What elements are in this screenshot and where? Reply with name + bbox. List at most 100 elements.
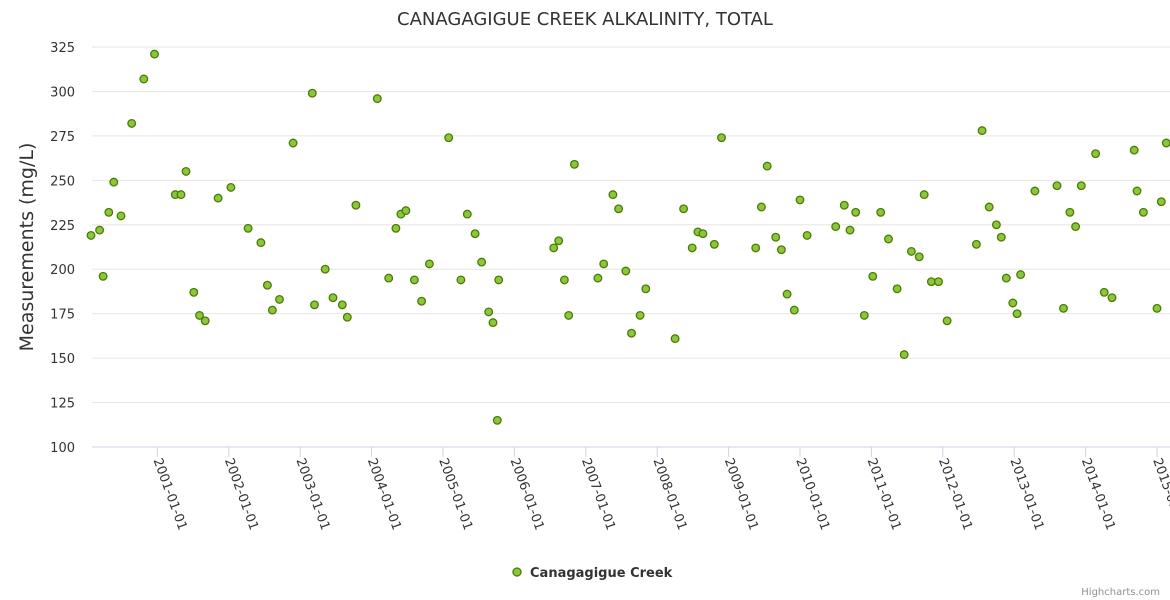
data-point[interactable] bbox=[424, 259, 434, 269]
data-point[interactable] bbox=[213, 193, 223, 203]
data-point[interactable] bbox=[771, 232, 781, 242]
data-point[interactable] bbox=[776, 245, 786, 255]
data-point[interactable] bbox=[307, 88, 317, 98]
data-point[interactable] bbox=[1076, 181, 1086, 191]
data-point[interactable] bbox=[593, 273, 603, 283]
data-point[interactable] bbox=[470, 229, 480, 239]
data-point[interactable] bbox=[310, 300, 319, 310]
data-point[interactable] bbox=[409, 275, 419, 285]
data-point[interactable] bbox=[444, 133, 454, 143]
data-point[interactable] bbox=[462, 209, 472, 219]
data-point[interactable] bbox=[401, 206, 411, 216]
data-point[interactable] bbox=[275, 294, 284, 304]
data-point[interactable] bbox=[859, 310, 869, 320]
data-point[interactable] bbox=[328, 293, 338, 303]
data-point[interactable] bbox=[608, 190, 618, 200]
data-point[interactable] bbox=[717, 133, 726, 143]
data-point[interactable] bbox=[845, 225, 855, 235]
data-point[interactable] bbox=[342, 312, 352, 322]
data-point[interactable] bbox=[635, 310, 645, 320]
data-point[interactable] bbox=[1107, 293, 1117, 303]
data-point[interactable] bbox=[919, 190, 929, 200]
data-point[interactable] bbox=[868, 271, 878, 281]
data-point[interactable] bbox=[569, 159, 579, 169]
data-point[interactable] bbox=[709, 239, 719, 249]
data-point[interactable] bbox=[762, 161, 772, 171]
data-point[interactable] bbox=[942, 316, 952, 326]
data-point[interactable] bbox=[851, 207, 861, 217]
data-point[interactable] bbox=[1059, 303, 1068, 313]
series-canagagigue-creek[interactable] bbox=[86, 49, 1170, 425]
data-point[interactable] bbox=[477, 257, 487, 267]
data-point[interactable] bbox=[181, 166, 191, 176]
data-point[interactable] bbox=[267, 305, 277, 315]
data-point[interactable] bbox=[831, 222, 841, 232]
data-point[interactable] bbox=[488, 318, 498, 328]
data-point[interactable] bbox=[971, 239, 981, 249]
data-point[interactable] bbox=[127, 118, 137, 128]
data-point[interactable] bbox=[1132, 186, 1142, 196]
data-point[interactable] bbox=[991, 220, 1001, 230]
data-point[interactable] bbox=[139, 74, 149, 84]
data-point[interactable] bbox=[914, 252, 924, 262]
data-point[interactable] bbox=[795, 195, 805, 205]
data-point[interactable] bbox=[977, 126, 987, 136]
data-point[interactable] bbox=[1012, 309, 1022, 319]
data-point[interactable] bbox=[934, 277, 943, 287]
data-point[interactable] bbox=[1065, 207, 1075, 217]
data-point[interactable] bbox=[899, 350, 909, 360]
data-point[interactable] bbox=[599, 259, 609, 269]
data-point[interactable] bbox=[1161, 138, 1170, 148]
data-point[interactable] bbox=[150, 49, 159, 59]
data-point[interactable] bbox=[189, 287, 199, 297]
data-point[interactable] bbox=[564, 310, 574, 320]
data-point[interactable] bbox=[337, 300, 347, 310]
data-point[interactable] bbox=[262, 280, 272, 290]
data-point[interactable] bbox=[417, 296, 427, 306]
data-point[interactable] bbox=[756, 202, 766, 212]
data-point[interactable] bbox=[1071, 222, 1081, 232]
data-point[interactable] bbox=[1152, 303, 1162, 313]
legend[interactable]: Canagagigue Creek bbox=[512, 566, 673, 581]
data-point[interactable] bbox=[1138, 207, 1148, 217]
data-point[interactable] bbox=[1099, 287, 1109, 297]
data-point[interactable] bbox=[876, 207, 886, 217]
data-point[interactable] bbox=[492, 415, 502, 425]
data-point[interactable] bbox=[621, 266, 631, 276]
data-point[interactable] bbox=[391, 223, 401, 233]
data-point[interactable] bbox=[484, 307, 494, 317]
data-point[interactable] bbox=[256, 238, 266, 248]
data-point[interactable] bbox=[641, 284, 651, 294]
data-point[interactable] bbox=[627, 328, 636, 338]
data-point[interactable] bbox=[1008, 298, 1018, 308]
data-point[interactable] bbox=[1156, 197, 1166, 207]
data-point[interactable] bbox=[549, 243, 559, 253]
data-point[interactable] bbox=[884, 234, 893, 244]
data-point[interactable] bbox=[892, 284, 902, 294]
credits-link[interactable]: Highcharts.com bbox=[1081, 587, 1160, 598]
data-point[interactable] bbox=[104, 207, 114, 217]
data-point[interactable] bbox=[116, 211, 126, 221]
data-point[interactable] bbox=[384, 273, 394, 283]
data-point[interactable] bbox=[109, 177, 119, 187]
data-point[interactable] bbox=[906, 246, 916, 256]
data-point[interactable] bbox=[320, 264, 330, 274]
data-point[interactable] bbox=[176, 190, 186, 200]
data-point[interactable] bbox=[554, 236, 564, 246]
data-point[interactable] bbox=[802, 230, 812, 240]
data-point[interactable] bbox=[494, 275, 504, 285]
data-point[interactable] bbox=[351, 200, 361, 210]
data-point[interactable] bbox=[839, 200, 849, 210]
data-point[interactable] bbox=[698, 229, 708, 239]
legend-item-label[interactable]: Canagagigue Creek bbox=[530, 566, 673, 581]
data-point[interactable] bbox=[372, 94, 382, 104]
data-point[interactable] bbox=[782, 289, 792, 299]
data-point[interactable] bbox=[243, 223, 253, 233]
data-point[interactable] bbox=[984, 202, 994, 212]
data-point[interactable] bbox=[789, 305, 799, 315]
data-point[interactable] bbox=[1129, 145, 1139, 155]
data-point[interactable] bbox=[98, 271, 108, 281]
data-point[interactable] bbox=[614, 204, 624, 214]
data-point[interactable] bbox=[195, 310, 204, 320]
data-point[interactable] bbox=[226, 182, 236, 192]
